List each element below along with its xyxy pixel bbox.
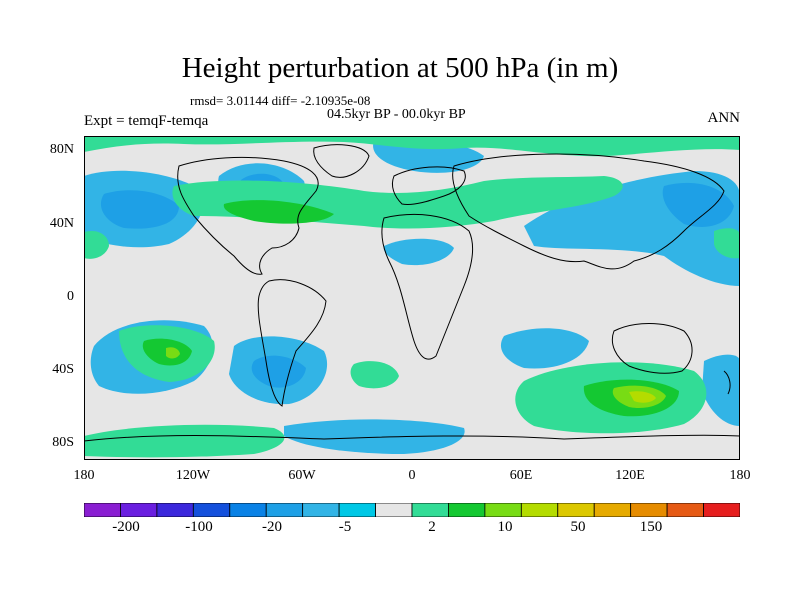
anomaly-south-indian bbox=[500, 328, 589, 369]
colorbar-box-10 bbox=[448, 503, 486, 517]
colorbar-box-12 bbox=[520, 503, 559, 517]
anomaly-north-pacific-core bbox=[100, 190, 179, 229]
anomaly-southeast-pacific bbox=[702, 354, 740, 426]
lon-label-180-east: 180 bbox=[729, 468, 751, 483]
anomaly-south-pacific-peak bbox=[166, 347, 180, 359]
colorbar-box-8 bbox=[375, 503, 413, 517]
height-perturbation-map bbox=[84, 136, 740, 460]
lat-label-40s: 40S bbox=[52, 362, 74, 377]
colorbar-label-neg20: -20 bbox=[262, 519, 282, 535]
coast-australia bbox=[611, 323, 693, 374]
map-title: Height perturbation at 500 hPa (in m) bbox=[181, 52, 619, 84]
colorbar-box-5 bbox=[265, 503, 304, 517]
anomaly-south-indian-top bbox=[629, 391, 656, 403]
anomaly-pacific-west-edge bbox=[714, 228, 740, 259]
colorbar-box-17 bbox=[703, 503, 740, 517]
anomaly-antarctic-edge bbox=[84, 424, 285, 458]
coast-asia bbox=[452, 153, 725, 270]
coast-antarctica bbox=[84, 434, 740, 442]
coast-new-zealand bbox=[723, 370, 731, 395]
anomaly-arctic-ring bbox=[84, 136, 740, 157]
colorbar-box-2 bbox=[156, 503, 194, 517]
anomaly-pacific-east bbox=[84, 230, 109, 259]
map-frame bbox=[84, 136, 740, 460]
colorbar-box-11 bbox=[484, 503, 522, 517]
anomaly-north-africa bbox=[383, 238, 454, 266]
lon-label-60e: 60E bbox=[509, 468, 533, 483]
period-text: 04.5kyr BP - 00.0kyr BP bbox=[327, 107, 466, 122]
colorbar-label-2: 2 bbox=[428, 519, 436, 535]
anomaly-south-america-core bbox=[251, 355, 306, 388]
coast-south-america bbox=[257, 279, 327, 407]
experiment-label: Expt = temqF-temqa bbox=[84, 113, 209, 129]
colorbar-label-neg5: -5 bbox=[338, 519, 352, 535]
colorbar-box-7 bbox=[338, 503, 376, 517]
colorbar-box-9 bbox=[411, 503, 449, 517]
anomaly-north-atlantic-core bbox=[223, 200, 334, 224]
lon-label-0: 0 bbox=[408, 468, 416, 483]
colorbar-box-3 bbox=[192, 503, 231, 517]
colorbar bbox=[84, 503, 740, 517]
positive-anomaly-regions bbox=[84, 136, 740, 458]
lon-label-60w: 60W bbox=[288, 468, 316, 483]
colorbar-box-16 bbox=[666, 503, 704, 517]
season-label: ANN bbox=[707, 110, 741, 126]
colorbar-box-13 bbox=[557, 503, 595, 517]
colorbar-box-1 bbox=[120, 503, 158, 517]
lat-label-80n: 80N bbox=[49, 142, 74, 157]
coast-greenland bbox=[313, 144, 370, 178]
colorbar-box-14 bbox=[593, 503, 632, 517]
lon-label-180-west: 180 bbox=[73, 468, 95, 483]
anomaly-asia-core bbox=[662, 182, 734, 227]
coastlines bbox=[84, 144, 740, 442]
anomaly-southern-ocean bbox=[284, 419, 465, 454]
anomaly-south-atlantic-green bbox=[350, 361, 399, 389]
stats-text: rmsd= 3.01144 diff= -2.10935e-08 bbox=[190, 93, 371, 108]
coast-africa bbox=[381, 214, 474, 360]
colorbar-label-10: 10 bbox=[497, 519, 513, 535]
colorbar-label-neg100: -100 bbox=[185, 519, 213, 535]
colorbar-label-50: 50 bbox=[570, 519, 586, 535]
colorbar-box-0 bbox=[84, 503, 121, 517]
colorbar-box-4 bbox=[229, 503, 267, 517]
lat-label-0: 0 bbox=[67, 289, 74, 304]
colorbar-label-150: 150 bbox=[639, 519, 663, 535]
lat-label-40n: 40N bbox=[49, 216, 74, 231]
coast-europe bbox=[391, 166, 466, 205]
lon-label-120w: 120W bbox=[175, 468, 211, 483]
colorbar-label-neg200: -200 bbox=[112, 519, 140, 535]
coast-north-america bbox=[177, 156, 319, 275]
lon-label-120e: 120E bbox=[615, 468, 645, 483]
colorbar-box-6 bbox=[302, 503, 340, 517]
colorbar-box-15 bbox=[630, 503, 668, 517]
lat-label-80s: 80S bbox=[52, 435, 74, 450]
